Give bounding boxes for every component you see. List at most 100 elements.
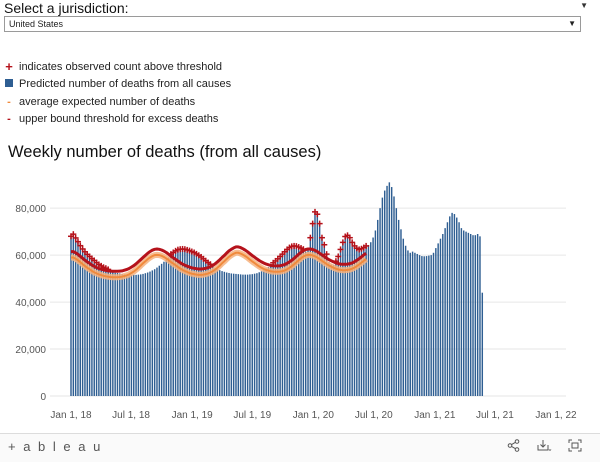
excess-death-marker[interactable] xyxy=(339,239,346,246)
bar[interactable] xyxy=(151,270,154,396)
bar[interactable] xyxy=(232,273,235,396)
bar[interactable] xyxy=(239,274,242,396)
bar[interactable] xyxy=(160,263,163,396)
bar[interactable] xyxy=(207,263,209,396)
bar[interactable] xyxy=(442,234,444,396)
excess-death-marker[interactable] xyxy=(323,251,330,258)
bar[interactable] xyxy=(100,266,102,396)
bar[interactable] xyxy=(386,185,388,396)
excess-death-marker[interactable] xyxy=(321,241,328,248)
excess-death-marker[interactable] xyxy=(349,239,356,246)
bar[interactable] xyxy=(126,274,128,396)
bar[interactable] xyxy=(281,255,284,396)
bar[interactable] xyxy=(153,269,156,396)
excess-death-marker[interactable] xyxy=(318,234,325,241)
bar[interactable] xyxy=(163,261,165,396)
bar[interactable] xyxy=(81,249,84,396)
bar[interactable] xyxy=(286,250,288,396)
bar[interactable] xyxy=(370,242,372,396)
bar[interactable] xyxy=(379,208,381,396)
bar[interactable] xyxy=(156,267,158,396)
bar[interactable] xyxy=(184,250,186,396)
bar[interactable] xyxy=(205,261,207,396)
bar[interactable] xyxy=(284,252,286,396)
excess-death-marker[interactable] xyxy=(335,253,342,260)
excess-death-marker[interactable] xyxy=(105,266,112,273)
bar[interactable] xyxy=(237,274,240,396)
bar[interactable] xyxy=(130,274,133,396)
bar[interactable] xyxy=(119,273,121,396)
bar[interactable] xyxy=(177,250,179,396)
bar[interactable] xyxy=(330,264,332,396)
download-icon[interactable] xyxy=(536,439,552,455)
bar[interactable] xyxy=(323,245,326,396)
bar[interactable] xyxy=(383,190,386,396)
bar[interactable] xyxy=(349,238,351,396)
bar[interactable] xyxy=(114,272,116,396)
excess-death-marker[interactable] xyxy=(307,234,314,241)
bar[interactable] xyxy=(74,238,77,396)
bar[interactable] xyxy=(133,274,135,396)
bar[interactable] xyxy=(149,271,151,396)
bar[interactable] xyxy=(416,253,418,396)
bar[interactable] xyxy=(449,216,451,396)
bar[interactable] xyxy=(462,230,465,396)
bar[interactable] xyxy=(414,252,416,396)
bar[interactable] xyxy=(472,235,474,396)
bar[interactable] xyxy=(402,238,405,396)
bar[interactable] xyxy=(358,250,360,396)
bar[interactable] xyxy=(258,272,260,396)
bar[interactable] xyxy=(202,259,205,396)
bar[interactable] xyxy=(474,235,477,396)
bar[interactable] xyxy=(344,237,346,396)
bar[interactable] xyxy=(444,228,446,396)
bar[interactable] xyxy=(469,234,472,396)
bar[interactable] xyxy=(137,274,140,396)
bar[interactable] xyxy=(98,265,100,396)
bar[interactable] xyxy=(188,251,191,396)
bar[interactable] xyxy=(332,264,335,396)
bar[interactable] xyxy=(230,273,233,396)
bar[interactable] xyxy=(460,228,463,396)
bar[interactable] xyxy=(91,259,93,396)
bar[interactable] xyxy=(395,208,398,396)
bar[interactable] xyxy=(277,259,279,396)
bar[interactable] xyxy=(200,257,202,396)
excess-death-marker[interactable] xyxy=(74,238,81,245)
bar[interactable] xyxy=(253,273,256,396)
excess-death-marker[interactable] xyxy=(337,246,344,253)
bar[interactable] xyxy=(112,272,114,396)
excess-death-marker[interactable] xyxy=(314,211,321,218)
bar[interactable] xyxy=(458,222,460,396)
bar[interactable] xyxy=(388,182,391,396)
bar[interactable] xyxy=(307,249,309,396)
bar[interactable] xyxy=(77,242,79,396)
bar[interactable] xyxy=(428,255,430,396)
bar[interactable] xyxy=(146,272,149,396)
excess-death-marker[interactable] xyxy=(316,220,323,227)
bar[interactable] xyxy=(212,266,214,396)
bar[interactable] xyxy=(72,235,75,396)
bar[interactable] xyxy=(314,212,316,396)
bar[interactable] xyxy=(365,246,367,396)
share-icon[interactable] xyxy=(507,439,520,455)
bar[interactable] xyxy=(439,238,442,396)
bar[interactable] xyxy=(249,274,251,396)
bar[interactable] xyxy=(223,271,226,396)
bar[interactable] xyxy=(377,219,379,396)
excess-death-marker[interactable] xyxy=(70,231,77,238)
excess-death-marker[interactable] xyxy=(363,242,370,249)
bar[interactable] xyxy=(404,245,407,396)
bar[interactable] xyxy=(95,263,98,396)
bar[interactable] xyxy=(191,252,193,396)
fullscreen-icon[interactable] xyxy=(568,439,582,455)
excess-death-marker[interactable] xyxy=(309,220,316,227)
bar[interactable] xyxy=(304,251,307,396)
excess-death-marker[interactable] xyxy=(346,234,353,241)
bar[interactable] xyxy=(456,217,458,396)
filter-menu-caret-icon[interactable]: ▼ xyxy=(580,1,588,10)
bar[interactable] xyxy=(421,256,423,396)
bar[interactable] xyxy=(288,248,291,396)
bar[interactable] xyxy=(181,249,184,396)
bar[interactable] xyxy=(411,251,414,396)
